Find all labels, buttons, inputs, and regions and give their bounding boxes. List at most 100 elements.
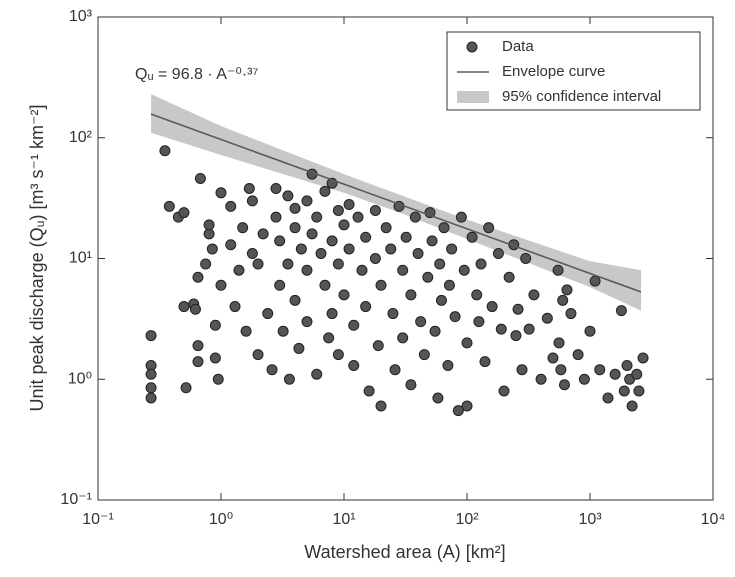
data-point (473, 316, 485, 328)
data-point (558, 379, 570, 391)
data-point (435, 294, 447, 306)
data-point (375, 400, 387, 412)
data-point (252, 258, 264, 270)
data-point (233, 264, 245, 276)
data-point (626, 400, 638, 412)
data-point (589, 275, 601, 287)
data-point (270, 182, 282, 194)
data-point (229, 301, 241, 313)
data-point (180, 382, 192, 394)
data-point (145, 368, 157, 380)
data-point (295, 243, 307, 255)
data-point (446, 243, 458, 255)
data-point (189, 303, 201, 315)
data-point (192, 356, 204, 368)
data-point (209, 352, 221, 364)
data-point (332, 204, 344, 216)
data-point (252, 349, 264, 361)
data-point (338, 289, 350, 301)
data-point (637, 352, 649, 364)
data-point (633, 385, 645, 397)
data-point (243, 182, 255, 194)
x-tick-label: 10⁻¹ (82, 511, 114, 528)
data-point (523, 323, 535, 335)
data-point (631, 368, 643, 380)
data-point (397, 264, 409, 276)
data-point (461, 400, 473, 412)
data-point (578, 373, 590, 385)
data-point (192, 271, 204, 283)
data-point (257, 228, 269, 240)
data-point (326, 308, 338, 320)
data-point (212, 373, 224, 385)
data-point (270, 211, 282, 223)
data-point (452, 405, 464, 417)
data-point (486, 301, 498, 313)
data-point (338, 219, 350, 231)
data-point (552, 264, 564, 276)
data-point (306, 228, 318, 240)
data-point (594, 364, 606, 376)
data-point (289, 202, 301, 214)
data-point (293, 342, 305, 354)
data-point (400, 231, 412, 243)
y-tick-label: 10⁻¹ (60, 491, 92, 508)
data-point (618, 385, 630, 397)
data-point (178, 301, 190, 313)
data-point (363, 385, 375, 397)
y-tick-label: 10³ (69, 8, 93, 25)
data-point (301, 195, 313, 207)
data-point (282, 258, 294, 270)
data-point (429, 325, 441, 337)
data-point (479, 356, 491, 368)
data-point (360, 231, 372, 243)
data-point (380, 222, 392, 234)
data-point (375, 279, 387, 291)
data-point (311, 211, 323, 223)
data-point (323, 332, 335, 344)
data-point (145, 392, 157, 404)
data-point (352, 211, 364, 223)
data-point (369, 253, 381, 264)
data-point (615, 305, 627, 317)
data-point (471, 289, 483, 301)
x-axis-label: Watershed area (A) [km²] (304, 542, 505, 562)
legend-box (446, 31, 701, 111)
data-point (495, 323, 507, 335)
data-point (475, 258, 487, 270)
data-point (541, 312, 553, 324)
data-point (274, 235, 286, 247)
data-point (512, 303, 524, 315)
data-point (432, 392, 444, 404)
data-point (565, 308, 577, 320)
data-point (455, 211, 467, 223)
data-point (415, 316, 427, 328)
data-point (553, 337, 565, 349)
x-tick-label: 10² (455, 511, 479, 528)
data-point (584, 325, 596, 337)
data-point (458, 264, 470, 276)
data-point (274, 279, 286, 291)
data-point (289, 294, 301, 306)
data-point (557, 294, 569, 306)
data-point (483, 222, 495, 234)
x-tick-label: 10³ (578, 511, 602, 528)
equation-annotation: Qᵤ = 96.8 · A⁻⁰·³⁷ (135, 66, 258, 83)
data-point (194, 172, 206, 184)
legend-label: Envelope curve (502, 63, 605, 80)
data-point (203, 228, 215, 240)
x-tick-label: 10⁴ (701, 511, 726, 528)
data-point (215, 279, 227, 291)
data-point (301, 316, 313, 328)
data-point (237, 222, 249, 234)
data-point (409, 211, 421, 223)
data-point (145, 382, 157, 394)
data-point (301, 264, 313, 276)
data-point (621, 359, 633, 371)
data-point (387, 308, 399, 320)
data-point (466, 231, 478, 243)
data-point (246, 248, 258, 260)
data-point (360, 301, 372, 313)
data-point (516, 364, 528, 376)
